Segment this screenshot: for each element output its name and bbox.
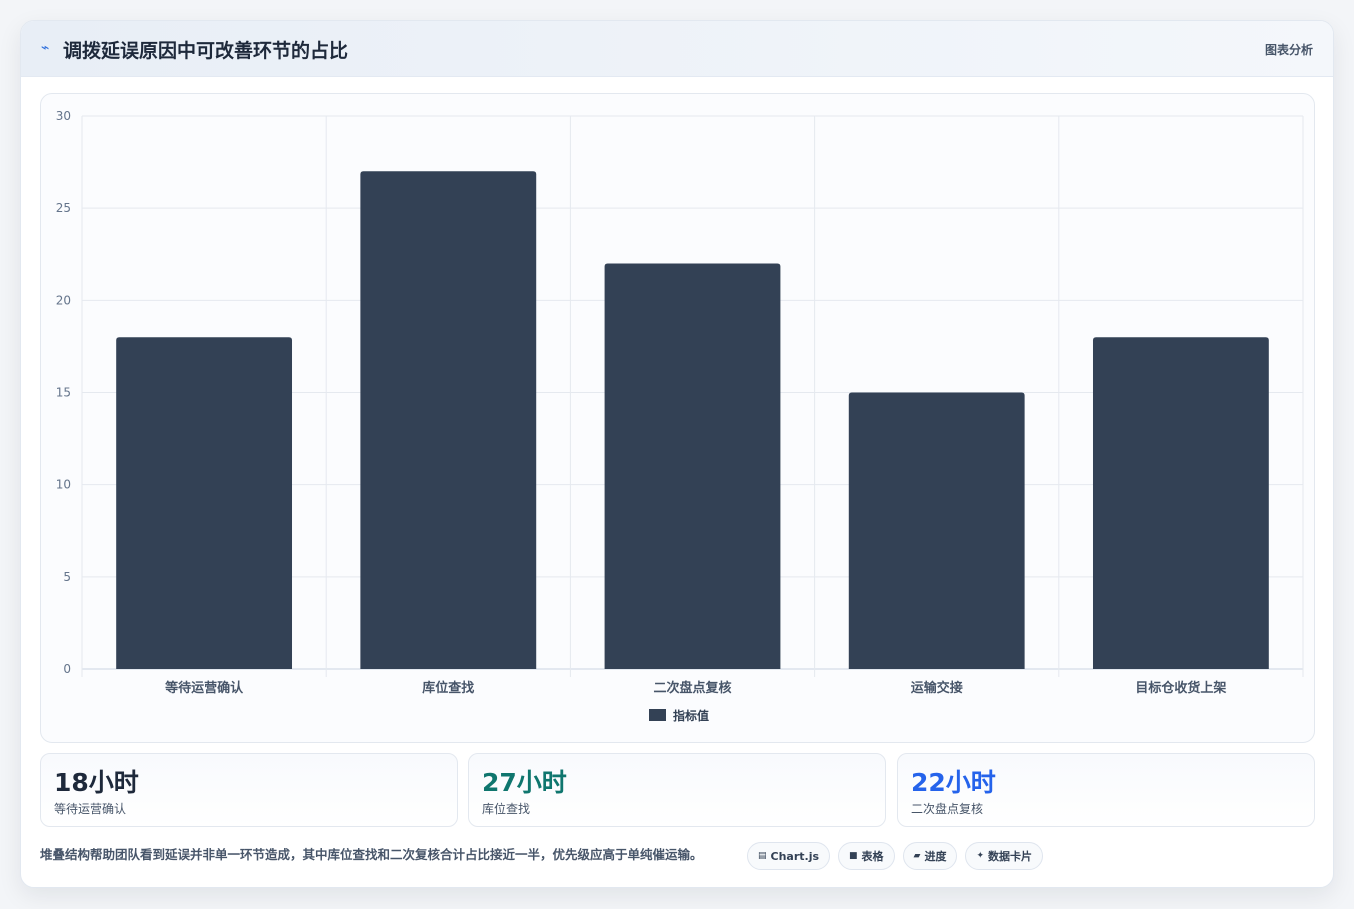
stat-value: 22小时 (911, 768, 996, 797)
bar (360, 171, 537, 670)
bar (1092, 337, 1269, 669)
bar (604, 263, 781, 669)
x-tick-label: 运输交接 (911, 680, 963, 696)
progress-icon: ▰ (913, 851, 921, 861)
stat-value: 27小时 (482, 768, 567, 797)
table-icon: ■ (849, 851, 858, 861)
y-tick-label: 20 (56, 293, 71, 307)
y-tick-label: 15 (56, 386, 71, 400)
chart-card: ⌁ 调拨延误原因中可改善环节的占比 图表分析 0 5 10 15 20 25 30 等待运营确… (20, 20, 1334, 888)
chip-table[interactable]: ■ 表格 (838, 842, 895, 870)
y-tick-label: 25 (56, 201, 71, 215)
x-tick-label: 等待运营确认 (164, 680, 244, 696)
stat-card-2: 27小时 库位查找 (468, 753, 886, 827)
stat-card-1: 18小时 等待运营确认 (40, 753, 458, 827)
bar-chart: 0 5 10 15 20 25 30 等待运营确认 库位查找 二次盘点复核 运输交接 目标仓收货上架指… (56, 109, 1304, 723)
y-tick-label: 5 (63, 570, 71, 584)
chip-progress[interactable]: ▰ 进度 (902, 842, 958, 870)
chip-label: 进度 (924, 850, 947, 863)
stat-label: 二次盘点复核 (911, 802, 984, 816)
chart-icon: ▤ (758, 851, 767, 861)
stat-card-3: 22小时 二次盘点复核 (897, 753, 1315, 827)
stat-value: 18小时 (54, 768, 139, 797)
chart-panel: 0 5 10 15 20 25 30 等待运营确认 库位查找 二次盘点复核 运输交接 目标仓收货上架指… (40, 93, 1315, 743)
y-tick-label: 30 (56, 109, 71, 123)
chip-chartjs[interactable]: ▤ Chart.js (747, 842, 831, 870)
x-tick-label: 库位查找 (422, 680, 474, 696)
legend-label: 指标值 (673, 708, 709, 723)
tag-list: ▤ Chart.js ■ 表格 ▰ 进度 ✦ 数据卡片 (747, 842, 1044, 870)
chip-label: 表格 (861, 850, 884, 863)
chart-analysis-link[interactable]: 图表分析 (1264, 43, 1313, 57)
stat-label: 库位查找 (482, 802, 531, 816)
sparkle-icon: ✦ (976, 851, 985, 861)
x-tick-label: 二次盘点复核 (653, 680, 731, 696)
chart-footnote: 堆叠结构帮助团队看到延误并非单一环节造成，其中库位查找和二次复核合计占比接近一半… (40, 847, 703, 862)
chip-label: Chart.js (770, 849, 820, 863)
x-tick-label: 目标仓收货上架 (1135, 680, 1226, 696)
bar (848, 392, 1025, 669)
y-tick-label: 0 (63, 662, 71, 676)
stat-label: 等待运营确认 (54, 802, 127, 816)
bar (116, 337, 293, 669)
legend-swatch (649, 709, 666, 721)
card-header: ⌁ 调拨延误原因中可改善环节的占比 图表分析 (21, 21, 1333, 77)
page-title: 调拨延误原因中可改善环节的占比 (63, 40, 349, 62)
chip-data-cards[interactable]: ✦ 数据卡片 (965, 842, 1044, 870)
y-tick-label: 10 (56, 478, 71, 492)
trend-icon: ⌁ (41, 40, 50, 56)
chip-label: 数据卡片 (988, 850, 1033, 863)
